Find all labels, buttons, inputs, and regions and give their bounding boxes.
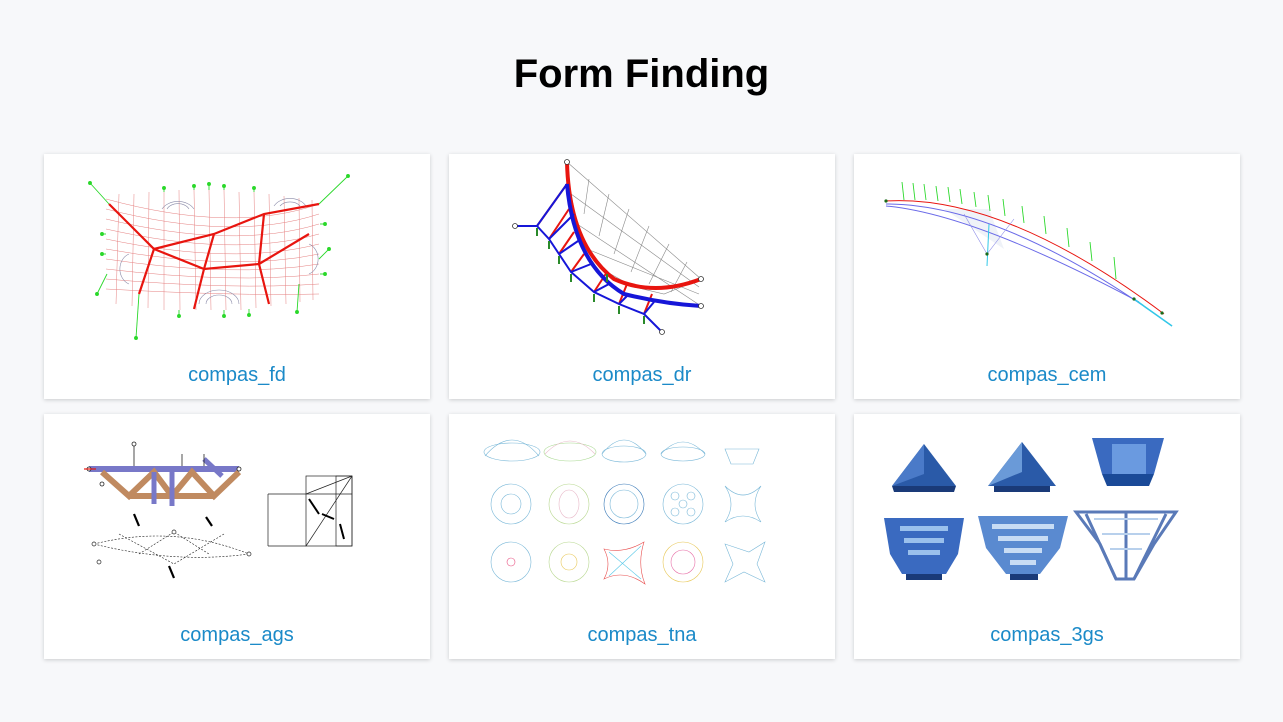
card-label[interactable]: compas_fd [188, 364, 286, 386]
card-compas-fd[interactable]: compas_fd [44, 154, 430, 399]
card-label[interactable]: compas_3gs [990, 624, 1104, 646]
card-compas-cem[interactable]: compas_cem [854, 154, 1240, 399]
compas-ags-thumbnail [84, 441, 353, 579]
compas-tna-thumbnail [483, 439, 766, 585]
card-compas-tna[interactable]: compas_tna [449, 414, 835, 659]
card-label[interactable]: compas_dr [592, 364, 692, 386]
card-compas-3gs[interactable]: compas_3gs [854, 414, 1240, 659]
card-label[interactable]: compas_cem [987, 364, 1107, 386]
compas-3gs-thumbnail [884, 438, 1179, 581]
compas-cem-thumbnail [884, 181, 1173, 327]
card-label[interactable]: compas_ags [180, 624, 294, 646]
package-grid: compas_fd [44, 154, 1240, 659]
compas-fd-thumbnail [88, 174, 350, 340]
page-title: Form Finding [513, 52, 770, 96]
card-label[interactable]: compas_tna [587, 624, 697, 646]
compas-dr-thumbnail [512, 159, 704, 335]
card-compas-ags[interactable]: compas_ags [44, 414, 430, 659]
card-compas-dr[interactable]: compas_dr [449, 154, 835, 399]
